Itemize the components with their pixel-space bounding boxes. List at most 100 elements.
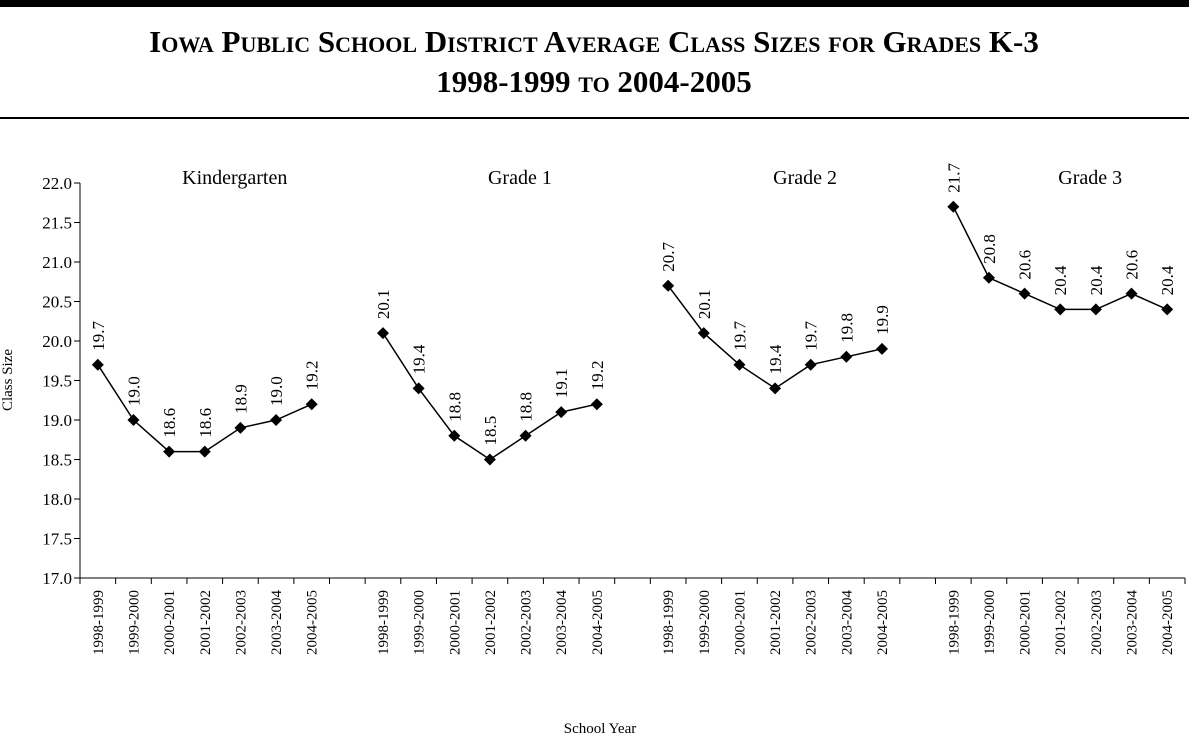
x-tick-label: 1999-2000 [412, 590, 428, 655]
marker [91, 358, 104, 371]
data-label: 18.9 [231, 384, 250, 414]
data-label: 19.7 [89, 320, 108, 350]
x-tick-label: 2000-2001 [1018, 590, 1034, 655]
marker [697, 327, 710, 340]
x-tick-label: 1999-2000 [697, 590, 713, 655]
marker [982, 271, 995, 284]
marker [840, 350, 853, 363]
marker [1089, 303, 1102, 316]
x-tick-label: 1999-2000 [126, 590, 142, 655]
y-tick-label: 18.5 [42, 451, 72, 470]
y-axis-label: Class Size [0, 349, 16, 411]
series-name: Grade 3 [1058, 167, 1122, 189]
data-label: 19.1 [552, 368, 571, 398]
marker [1018, 287, 1031, 300]
series-name: Grade 1 [488, 167, 552, 189]
chart-subtitle: 1998-1999 to 2004-2005 [436, 64, 752, 99]
data-label: 19.4 [410, 344, 429, 374]
data-label: 19.4 [766, 344, 785, 374]
data-label: 20.1 [374, 289, 393, 319]
data-label: 19.9 [873, 305, 892, 335]
marker [163, 445, 176, 458]
data-label: 21.7 [944, 162, 963, 192]
data-label: 20.4 [1051, 265, 1070, 295]
x-tick-label: 2001-2002 [1053, 590, 1069, 655]
y-tick-label: 17.0 [42, 569, 72, 588]
x-tick-label: 2002-2003 [519, 590, 535, 655]
x-axis-label: School Year [564, 721, 637, 737]
x-tick-label: 1998-1999 [946, 590, 962, 655]
x-tick-label: 2001-2002 [483, 590, 499, 655]
data-label: 18.8 [445, 392, 464, 422]
y-tick-label: 19.0 [42, 411, 72, 430]
x-tick-label: 2000-2001 [447, 590, 463, 655]
x-tick-label: 2002-2003 [1089, 590, 1105, 655]
marker [555, 406, 568, 419]
x-tick-label: 2004-2005 [590, 590, 606, 655]
marker [947, 200, 960, 213]
data-label: 18.5 [481, 416, 500, 446]
marker [1161, 303, 1174, 316]
marker [804, 358, 817, 371]
y-tick-label: 21.5 [42, 214, 72, 233]
data-label: 19.2 [588, 360, 607, 390]
data-label: 19.0 [124, 376, 143, 406]
x-tick-label: 1998-1999 [376, 590, 392, 655]
x-tick-label: 1998-1999 [661, 590, 677, 655]
data-label: 20.7 [659, 241, 678, 271]
x-tick-label: 2004-2005 [305, 590, 321, 655]
y-tick-label: 19.5 [42, 372, 72, 391]
marker [127, 414, 140, 426]
data-label: 19.7 [802, 320, 821, 350]
data-label: 20.6 [1123, 250, 1142, 280]
data-label: 19.2 [303, 360, 322, 390]
x-tick-label: 2004-2005 [875, 590, 891, 655]
y-tick-label: 18.0 [42, 490, 72, 509]
marker [1054, 303, 1067, 316]
y-tick-label: 17.5 [42, 530, 72, 549]
x-tick-label: 2003-2004 [839, 590, 855, 655]
x-tick-label: 1998-1999 [91, 590, 107, 655]
data-label: 20.8 [980, 234, 999, 264]
x-tick-label: 2000-2001 [732, 590, 748, 655]
y-tick-label: 21.0 [42, 253, 72, 272]
marker [270, 414, 283, 426]
data-label: 19.0 [267, 376, 286, 406]
x-tick-label: 2003-2004 [269, 590, 285, 655]
data-label: 20.6 [1016, 250, 1035, 280]
x-tick-label: 2001-2002 [198, 590, 214, 655]
marker [376, 327, 389, 340]
x-tick-label: 2004-2005 [1160, 590, 1176, 655]
data-label: 20.4 [1087, 265, 1106, 295]
marker [305, 398, 318, 411]
x-tick-label: 2002-2003 [233, 590, 249, 655]
marker [733, 358, 746, 371]
marker [876, 342, 889, 355]
x-tick-label: 2003-2004 [554, 590, 570, 655]
marker [769, 382, 782, 395]
x-tick-label: 1999-2000 [982, 590, 998, 655]
marker [1125, 287, 1138, 300]
series-name: Grade 2 [773, 167, 837, 189]
marker [519, 429, 532, 442]
data-label: 19.8 [837, 313, 856, 343]
data-label: 18.6 [160, 408, 179, 438]
chart-title: Iowa Public School District Average Clas… [149, 24, 1039, 59]
x-tick-label: 2001-2002 [768, 590, 784, 655]
x-tick-label: 2002-2003 [804, 590, 820, 655]
data-label: 18.6 [196, 408, 215, 438]
marker [483, 453, 496, 466]
data-label: 20.4 [1158, 265, 1177, 295]
marker [412, 382, 425, 395]
top-bar [0, 0, 1189, 7]
marker [448, 429, 461, 442]
y-tick-label: 20.5 [42, 293, 72, 312]
data-label: 18.8 [517, 392, 536, 422]
y-tick-label: 22.0 [42, 174, 72, 193]
data-label: 20.1 [695, 289, 714, 319]
marker [590, 398, 603, 411]
marker [234, 421, 247, 434]
marker [198, 445, 211, 458]
series-name: Kindergarten [182, 167, 287, 189]
